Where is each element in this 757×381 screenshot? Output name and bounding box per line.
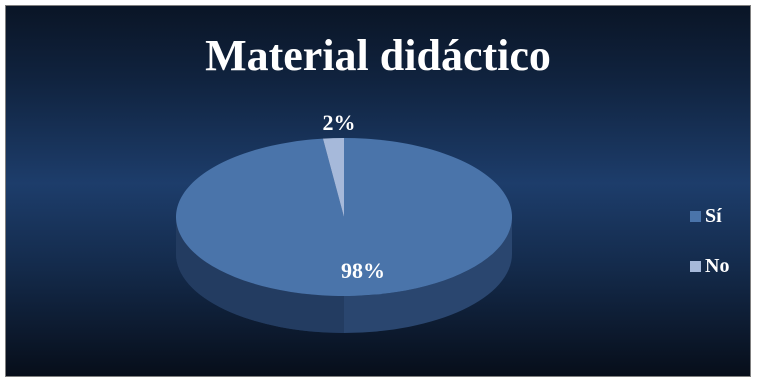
data-label-no: 2%: [323, 110, 356, 135]
legend-item-si: Sí: [690, 204, 729, 228]
legend-swatch-no: [690, 260, 701, 272]
pie-side-shade: [176, 217, 344, 333]
pie-slice-no: [322, 138, 344, 217]
chart-legend: Sí No: [690, 204, 729, 304]
chart-frame: Material didáctico 98% 2% Sí No: [5, 5, 751, 377]
legend-label-si: Sí: [705, 204, 722, 227]
legend-swatch-si: [690, 210, 701, 222]
data-label-si: 98%: [341, 258, 385, 283]
pie-slice-si: [175, 138, 512, 296]
legend-item-no: No: [690, 254, 729, 278]
legend-label-no: No: [705, 254, 730, 277]
chart-title: Material didáctico: [205, 31, 551, 80]
pie-chart: 98% 2%: [175, 110, 512, 333]
